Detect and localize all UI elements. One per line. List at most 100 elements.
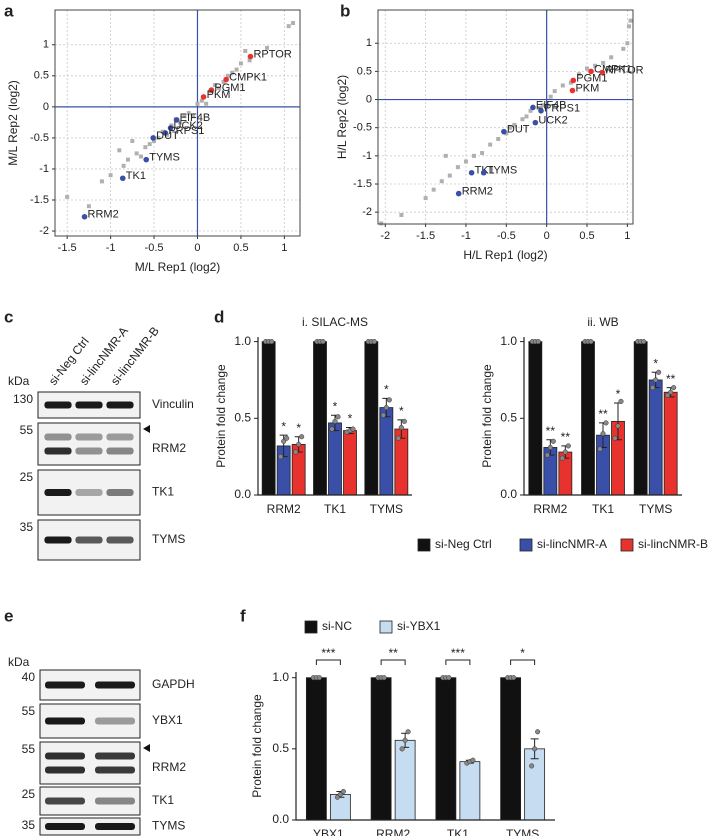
replicate-point <box>381 675 387 681</box>
protein-point <box>160 129 165 134</box>
highlight-label: CMPK1 <box>229 71 267 83</box>
replicate-point <box>332 418 338 424</box>
significance: *** <box>451 646 465 660</box>
bar <box>459 761 481 821</box>
highlight-point <box>455 190 462 197</box>
panel-letter: b <box>340 1 350 20</box>
axes <box>523 337 682 496</box>
protein-point <box>230 70 235 75</box>
blot-band <box>95 823 135 830</box>
bar <box>435 677 457 821</box>
axes <box>295 672 555 821</box>
protein-point <box>125 157 130 162</box>
y-tick-label: -1 <box>39 163 49 175</box>
replicate-point <box>320 339 326 345</box>
highlight-point <box>588 68 594 75</box>
bar <box>305 677 327 821</box>
highlight-label: PGM1 <box>576 72 607 84</box>
protein-label: TYMS <box>152 532 185 546</box>
protein-point <box>186 111 191 116</box>
x-tick-label: RRM2 <box>376 827 410 836</box>
replicate-point <box>511 675 517 681</box>
protein-point <box>455 165 460 170</box>
replicate-point <box>269 339 275 345</box>
y-tick-label: -1.5 <box>353 178 372 190</box>
bar <box>329 793 351 821</box>
protein-point <box>134 151 139 156</box>
replicate-point <box>399 746 405 752</box>
y-axis-label: Protein fold change <box>214 364 228 468</box>
x-tick-label: TK1 <box>447 827 469 836</box>
protein-point <box>156 135 161 140</box>
band-arrow <box>143 425 150 433</box>
highlight-label: UCK2 <box>174 120 203 132</box>
blot-band <box>75 489 103 496</box>
replicate-point <box>565 443 571 449</box>
replicate-point <box>668 389 674 395</box>
highlight-label: PRPS1 <box>544 103 580 115</box>
y-tick-label: 0.5 <box>234 410 251 424</box>
blot-band <box>45 766 85 774</box>
replicate-point <box>588 339 594 345</box>
replicate-point <box>281 438 287 444</box>
replicate-point <box>401 418 407 424</box>
protein-point <box>117 148 122 153</box>
blot-panel <box>39 817 141 836</box>
protein-point <box>463 159 468 164</box>
highlight-label: EIF4B <box>180 112 211 124</box>
blot-band <box>106 489 134 496</box>
replicate-point <box>529 763 535 769</box>
protein-point <box>86 204 91 209</box>
protein-point <box>291 21 296 26</box>
bar <box>261 341 276 496</box>
highlight-point <box>173 117 180 123</box>
protein-point <box>472 153 477 158</box>
highlight-label: RPTOR <box>605 64 643 76</box>
protein-point <box>508 125 513 130</box>
chart-title: i. SILAC-MS <box>302 315 368 329</box>
replicate-point <box>665 392 671 398</box>
x-tick-label: 0 <box>544 230 550 242</box>
protein-point <box>243 48 248 53</box>
protein-point <box>560 83 565 88</box>
protein-point <box>552 89 557 94</box>
highlight-label: RRM2 <box>462 185 493 197</box>
highlight-label: TYMS <box>149 152 180 164</box>
bar <box>648 379 663 496</box>
y-axis-label: Protein fold change <box>480 364 494 468</box>
replicate-point <box>597 446 603 452</box>
protein-point <box>447 173 452 178</box>
bar <box>528 341 543 496</box>
legend-swatch <box>417 538 431 552</box>
replicate-point <box>329 426 335 432</box>
protein-point <box>212 83 217 88</box>
panel-letter: f <box>240 606 246 625</box>
replicate-point <box>335 414 341 420</box>
highlight-label: PKM <box>207 89 231 101</box>
blot-panel <box>37 422 141 466</box>
y-tick-label: -1 <box>362 150 372 162</box>
protein-point <box>443 153 448 158</box>
y-tick-label: 1 <box>366 37 372 49</box>
legend-label: si-Neg Ctrl <box>435 537 492 551</box>
highlight-point <box>501 128 507 135</box>
replicate-point <box>559 455 565 461</box>
band-arrow <box>143 744 150 752</box>
x-tick-label: TYMS <box>370 502 403 516</box>
significance: ** <box>546 424 556 438</box>
blot-band <box>75 447 103 455</box>
blot-band <box>44 536 72 544</box>
replicate-point <box>641 339 647 345</box>
replicate-point <box>671 385 677 391</box>
replicate-point <box>386 397 392 403</box>
protein-label: RRM2 <box>152 441 186 455</box>
highlight-point <box>480 169 487 176</box>
blot-band <box>44 489 72 496</box>
protein-point <box>264 45 269 50</box>
protein-point <box>199 98 204 103</box>
significance: * <box>296 421 301 435</box>
protein-point <box>524 114 529 119</box>
protein-point <box>147 142 152 147</box>
y-tick-label: 1 <box>43 39 49 51</box>
highlight-label: DUT <box>507 124 530 136</box>
